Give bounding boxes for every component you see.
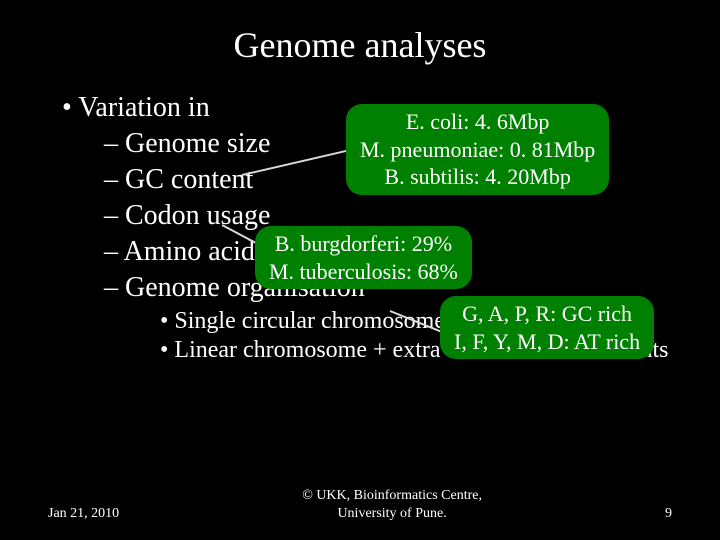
callout-genome-sizes: E. coli: 4. 6Mbp M. pneumoniae: 0. 81Mbp… (346, 104, 609, 195)
callout-line: M. pneumoniae: 0. 81Mbp (360, 136, 595, 164)
footer: Jan 21, 2010 © UKK, Bioinformatics Centr… (0, 487, 720, 522)
callout-line: M. tuberculosis: 68% (269, 258, 458, 286)
callout-line: B. subtilis: 4. 20Mbp (360, 163, 595, 191)
callout-gc-content: B. burgdorferi: 29% M. tuberculosis: 68% (255, 226, 472, 289)
callout-line: E. coli: 4. 6Mbp (360, 108, 595, 136)
callout-line: I, F, Y, M, D: AT rich (454, 328, 640, 356)
slide: Genome analyses Variation in Genome size… (0, 0, 720, 540)
footer-date: Jan 21, 2010 (48, 506, 119, 522)
slide-title: Genome analyses (48, 24, 672, 66)
footer-center-line1: © UKK, Bioinformatics Centre, (302, 488, 482, 503)
callout-amino-acid: G, A, P, R: GC rich I, F, Y, M, D: AT ri… (440, 296, 654, 359)
footer-copyright: © UKK, Bioinformatics Centre, University… (302, 487, 482, 522)
callout-line: G, A, P, R: GC rich (454, 300, 640, 328)
callout-line: B. burgdorferi: 29% (269, 230, 458, 258)
footer-page-number: 9 (665, 506, 672, 522)
footer-center-line2: University of Pune. (337, 506, 446, 521)
